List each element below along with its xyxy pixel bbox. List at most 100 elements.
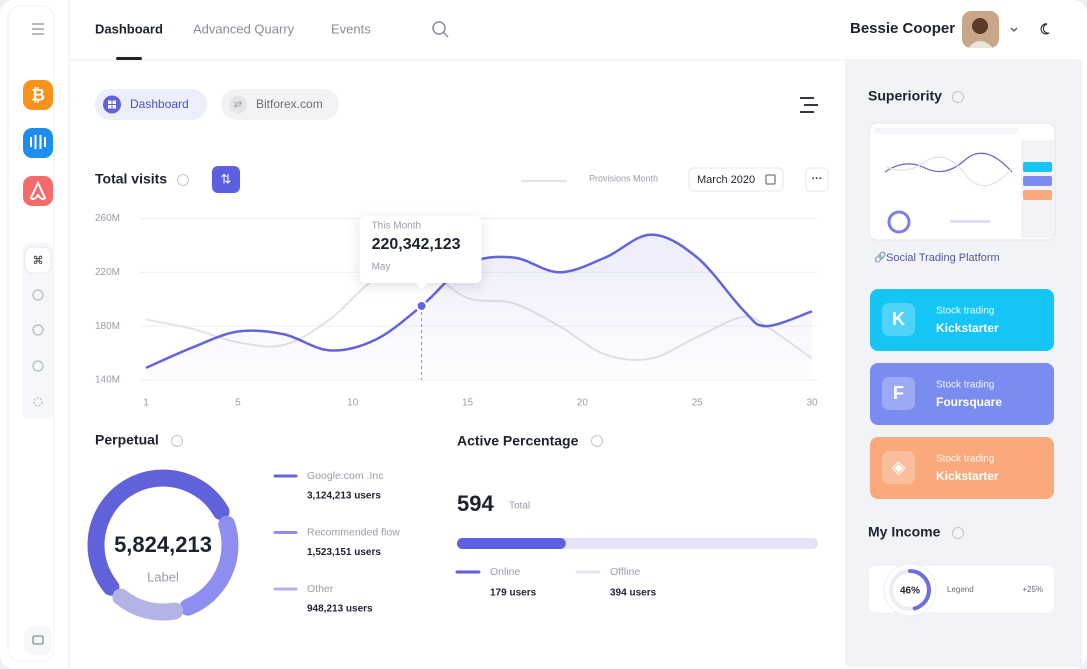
card-name: Kickstarter xyxy=(936,469,999,483)
x-tick-label: 15 xyxy=(462,398,474,409)
x-tick-label: 1 xyxy=(143,398,149,409)
theme-toggle[interactable] xyxy=(1040,23,1050,35)
legend-value: 948,213 users xyxy=(307,604,373,615)
tooltip-title: This Month xyxy=(372,221,421,232)
chat-button[interactable] xyxy=(24,627,52,655)
trading-card[interactable] xyxy=(870,437,1054,499)
section-title: Active Percentage xyxy=(457,433,579,449)
card-caption: Stock trading xyxy=(936,454,994,465)
nav-underline xyxy=(116,57,142,60)
bitcoin-app[interactable] xyxy=(23,80,53,110)
info-icon[interactable] xyxy=(952,91,964,103)
legend-value: 1,523,151 users xyxy=(307,547,381,558)
info-icon[interactable] xyxy=(171,435,183,447)
card-icon xyxy=(882,451,915,484)
card-glyph: K xyxy=(892,309,905,329)
card-glyph: F xyxy=(893,383,904,403)
tab-pill[interactable] xyxy=(221,89,339,120)
legend-value: 179 users xyxy=(490,588,537,599)
donut-total: 5,824,213 xyxy=(114,532,212,557)
x-tick-label: 5 xyxy=(235,398,241,409)
intercom-glyph xyxy=(30,135,46,149)
swap-glyph: ⇄ xyxy=(234,100,242,111)
sort-button[interactable] xyxy=(212,166,240,193)
tooltip-arrow xyxy=(415,282,428,290)
info-icon[interactable] xyxy=(177,174,189,186)
trading-card[interactable] xyxy=(870,363,1054,425)
calendar-icon xyxy=(765,174,776,185)
info-icon[interactable] xyxy=(952,527,964,539)
date-picker[interactable] xyxy=(688,167,784,192)
donut-caption: Label xyxy=(147,569,179,584)
section-title: My Income xyxy=(868,524,941,540)
tab-icon-glyph xyxy=(108,100,116,109)
link-label[interactable]: Social Trading Platform xyxy=(886,252,1000,264)
more-glyph: ··· xyxy=(812,173,823,185)
legend-label: Google.com .Inc xyxy=(307,470,383,482)
chat-glyph xyxy=(32,635,44,645)
active-caption: Total xyxy=(509,501,530,512)
income-change: +25% xyxy=(1022,585,1043,594)
active-total: 594 xyxy=(457,491,494,516)
tab-icon xyxy=(229,95,247,114)
user-name[interactable]: Bessie Cooper xyxy=(850,20,955,37)
airbnb-app[interactable] xyxy=(23,176,53,206)
nav-item[interactable]: Advanced Quarry xyxy=(193,21,295,36)
legend-label: Recommended flow xyxy=(307,526,400,538)
nav-item[interactable]: Events xyxy=(331,21,371,36)
legend-label: Online xyxy=(490,566,521,578)
y-tick-label: 140M xyxy=(95,375,120,386)
y-tick-label: 220M xyxy=(95,267,120,278)
search-icon[interactable] xyxy=(432,21,449,38)
command-glyph: ⌘ xyxy=(33,255,44,267)
nav-item[interactable]: Dashboard xyxy=(95,21,163,36)
tab-pill-active[interactable] xyxy=(95,89,207,120)
date-label: March 2020 xyxy=(697,174,755,186)
legend-value: 3,124,213 users xyxy=(307,491,381,502)
section-title: Superiority xyxy=(868,88,942,104)
area xyxy=(146,234,812,380)
user-chevron[interactable] xyxy=(1010,27,1018,32)
tooltip-value: 220,342,123 xyxy=(372,236,461,253)
income-percent: 46% xyxy=(900,586,920,597)
x-tick-label: 25 xyxy=(692,398,704,409)
preview-thumbnail[interactable] xyxy=(868,122,1056,241)
sort-glyph: ⇅ xyxy=(221,171,232,186)
card-name: Foursquare xyxy=(936,395,1002,409)
highlight-point xyxy=(415,299,428,312)
trading-card[interactable] xyxy=(870,289,1054,351)
line xyxy=(145,233,813,370)
legend-label: Other xyxy=(307,583,334,595)
filter-menu[interactable] xyxy=(800,97,818,113)
tab-label: Bitforex.com xyxy=(256,97,323,111)
avatar-face xyxy=(972,18,988,34)
section-title: Total visits xyxy=(95,171,167,187)
more-button[interactable] xyxy=(805,167,829,192)
intercom-app[interactable] xyxy=(23,128,53,158)
donut-segment xyxy=(179,515,239,616)
tooltip xyxy=(359,215,482,283)
card-glyph: ◈ xyxy=(892,457,906,477)
x-tick-label: 10 xyxy=(347,398,359,409)
tool-icons xyxy=(32,289,44,407)
income-legend: Legend xyxy=(947,585,974,594)
legend-label: Provisions Month xyxy=(589,173,658,183)
card-name: Kickstarter xyxy=(936,321,999,335)
section-title: Perpetual xyxy=(95,432,159,448)
tab-icon xyxy=(103,95,121,114)
card-caption: Stock trading xyxy=(936,380,994,391)
avatar-body xyxy=(968,41,993,48)
tool-command[interactable] xyxy=(24,246,52,274)
menu-icon[interactable] xyxy=(32,23,44,35)
airbnb-glyph xyxy=(29,180,47,200)
bitcoin-glyph: ₿ xyxy=(31,85,45,104)
x-tick-label: 20 xyxy=(577,398,589,409)
legend-value: 394 users xyxy=(610,588,657,599)
link-icon: 🔗 xyxy=(874,251,887,264)
income-arc xyxy=(908,569,931,611)
progress-online xyxy=(457,538,566,549)
info-icon[interactable] xyxy=(591,435,603,447)
donut-segment xyxy=(112,588,184,621)
card-icon xyxy=(882,303,915,336)
